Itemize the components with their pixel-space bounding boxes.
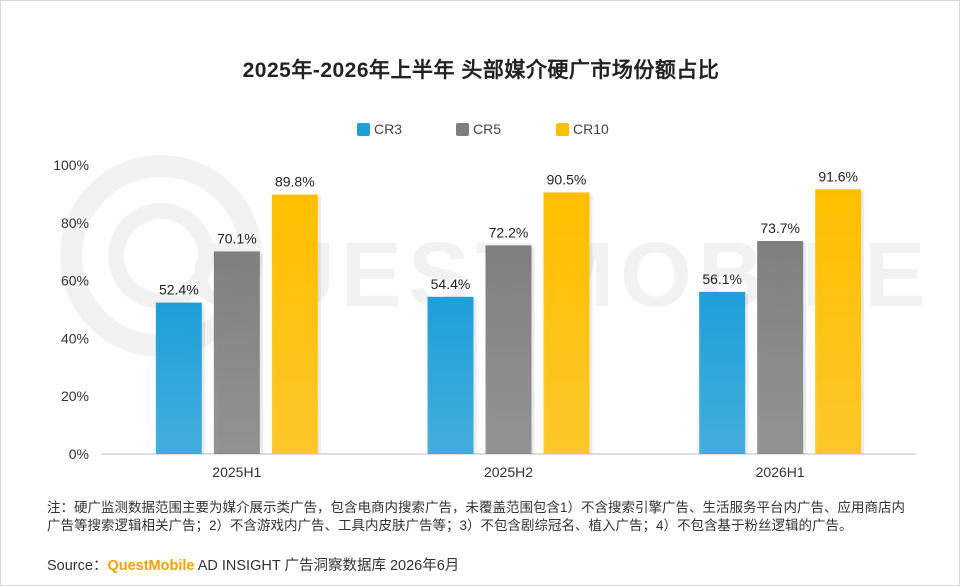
source-rest: AD INSIGHT 广告洞察数据库 2026年6月 bbox=[194, 558, 460, 574]
bar-cr3 bbox=[699, 291, 746, 454]
x-tick-label: 2025H2 bbox=[484, 464, 533, 480]
bar-cr5 bbox=[485, 245, 532, 454]
data-label: 91.6% bbox=[818, 168, 858, 184]
bar-chart: QUESTMOBILE0%20%40%60%80%100%52.4%70.1%8… bbox=[53, 155, 925, 480]
bar-cr10 bbox=[543, 192, 590, 454]
legend-swatch bbox=[357, 122, 370, 136]
bar-cr10 bbox=[815, 189, 862, 454]
footnote: 注：硬广监测数据范围主要为媒介展示类广告，包含电商内搜索广告，未覆盖范围包含1）… bbox=[47, 500, 906, 533]
legend-label: CR10 bbox=[573, 121, 609, 137]
x-tick-label: 2026H1 bbox=[756, 464, 805, 480]
bar-cr10 bbox=[271, 194, 318, 454]
y-tick-label: 80% bbox=[61, 215, 89, 231]
data-label: 54.4% bbox=[431, 276, 471, 292]
bar-cr3 bbox=[155, 302, 202, 454]
y-tick-label: 0% bbox=[69, 446, 89, 462]
legend-swatch bbox=[456, 122, 469, 136]
source-prefix: Source： bbox=[47, 558, 108, 574]
bar-cr5 bbox=[757, 241, 804, 454]
data-label: 72.2% bbox=[489, 224, 529, 240]
legend-item-cr5: CR5 bbox=[456, 121, 501, 137]
data-label: 52.4% bbox=[159, 282, 199, 298]
legend-label: CR3 bbox=[374, 121, 403, 137]
y-tick-label: 20% bbox=[61, 388, 89, 404]
y-tick-label: 40% bbox=[61, 330, 89, 346]
legend-item-cr10: CR10 bbox=[556, 121, 609, 137]
legend-label: CR5 bbox=[473, 121, 502, 137]
source-line: Source：QuestMobile AD INSIGHT 广告洞察数据库 20… bbox=[47, 554, 459, 575]
data-label: 73.7% bbox=[760, 220, 800, 236]
data-label: 70.1% bbox=[217, 230, 257, 246]
data-label: 90.5% bbox=[547, 171, 587, 187]
bar-cr5 bbox=[213, 251, 260, 454]
bar-cr3 bbox=[427, 296, 474, 454]
y-tick-label: 60% bbox=[61, 273, 89, 289]
data-label: 56.1% bbox=[702, 271, 742, 287]
legend-item-cr3: CR3 bbox=[357, 121, 402, 137]
x-tick-label: 2025H1 bbox=[212, 464, 261, 480]
legend: CR3 CR5 CR10 bbox=[1, 121, 960, 141]
legend-swatch bbox=[556, 122, 569, 136]
data-label: 89.8% bbox=[275, 173, 315, 189]
y-tick-label: 100% bbox=[53, 157, 89, 173]
chart-title: 2025年-2026年上半年 头部媒介硬广市场份额占比 bbox=[242, 59, 720, 82]
source-brand: QuestMobile bbox=[107, 558, 195, 574]
watermark-ring-icon bbox=[108, 203, 214, 309]
